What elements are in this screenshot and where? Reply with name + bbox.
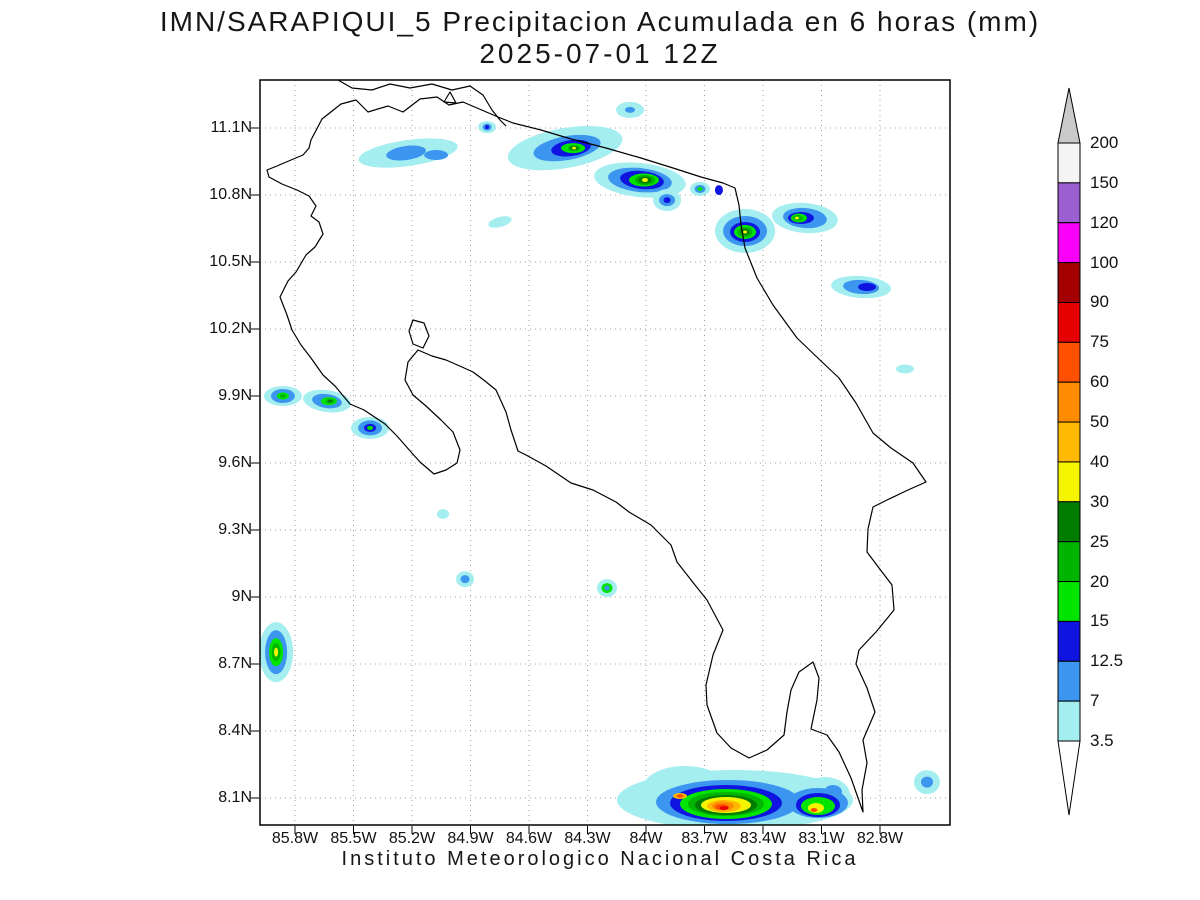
colorbar-tick-label: 40 (1090, 451, 1109, 471)
colorbar-tick-label: 90 (1090, 292, 1109, 312)
coastline-costa-rica (266, 96, 927, 813)
colorbar-band (1057, 301, 1081, 343)
precip-cell-ellipse (460, 575, 470, 584)
precip-cell-ellipse (794, 216, 799, 220)
colorbar (1057, 87, 1081, 816)
colorbar-tick-label: 7 (1090, 691, 1100, 711)
colorbar-band (1057, 142, 1081, 184)
colorbar-tick-label: 25 (1090, 531, 1109, 551)
precip-cell-ellipse (743, 230, 748, 234)
precip-cell-ellipse (625, 106, 636, 113)
island-outline (443, 91, 457, 104)
precip-cell-ellipse (274, 647, 279, 657)
lat-tick-label: 8.1N (218, 788, 252, 806)
colorbar-tick-label: 75 (1090, 332, 1109, 352)
lon-tick-label: 85.5W (330, 830, 377, 847)
precip-cell-ellipse (641, 178, 648, 183)
lagoon-outline (408, 319, 430, 349)
lon-tick-label: 83.4W (739, 830, 787, 847)
precip-cell-ellipse (810, 808, 818, 813)
colorbar-arrow-top (1057, 87, 1081, 144)
precip-cell-ellipse (386, 145, 426, 161)
colorbar-tick-label: 30 (1090, 491, 1109, 511)
precip-cell-ellipse (663, 197, 671, 204)
precip-cell-ellipse (604, 585, 610, 591)
lat-tick-label: 9.9N (218, 386, 252, 404)
plot-frame (259, 79, 951, 826)
lat-tick-label: 9.3N (218, 520, 252, 538)
precip-cell-ellipse (488, 216, 512, 228)
colorbar-band (1057, 660, 1081, 702)
precip-cell-ellipse (367, 425, 374, 430)
precip-cell-ellipse (279, 393, 286, 398)
precip-cell-ellipse (714, 185, 723, 196)
precip-cell-ellipse (920, 776, 933, 788)
colorbar-band (1057, 341, 1081, 383)
precip-cell-ellipse (676, 794, 684, 798)
lat-tick-label: 9.6N (218, 453, 252, 471)
colorbar-band (1057, 381, 1081, 423)
colorbar-band (1057, 700, 1081, 742)
lon-tick-label: 84.6W (505, 830, 553, 847)
colorbar-band (1057, 262, 1081, 303)
colorbar-band (1057, 541, 1081, 583)
lat-tick-label: 10.2N (209, 319, 252, 337)
colorbar-tick-label: 12.5 (1090, 651, 1124, 671)
lon-tick-label: 83.7W (681, 830, 728, 847)
grid-lines (260, 80, 950, 825)
precip-cell-ellipse (327, 399, 332, 403)
colorbar-band (1057, 421, 1081, 463)
colorbar-tick-label: 100 (1090, 252, 1119, 272)
colorbar-band (1057, 222, 1081, 264)
colorbar-band (1057, 501, 1081, 543)
precip-cell-ellipse (424, 150, 449, 161)
precip-cell-ellipse (697, 186, 703, 191)
colorbar-tick-label: 120 (1090, 212, 1119, 232)
lon-tick-label: 84.3W (564, 830, 611, 847)
footer-credit: Instituto Meteorologico Nacional Costa R… (341, 848, 859, 870)
precip-cell-ellipse (437, 509, 450, 520)
colorbar-band (1057, 581, 1081, 622)
precip-cell-ellipse (485, 125, 490, 130)
precip-cell-ellipse (895, 364, 914, 374)
colorbar-band (1057, 620, 1081, 662)
lon-tick-label: 84W (629, 830, 663, 847)
colorbar-band (1057, 182, 1081, 224)
axis-ticks (251, 127, 881, 834)
colorbar-tick-label: 60 (1090, 372, 1109, 392)
lon-tick-label: 85.8W (271, 830, 319, 847)
coastline-layer (266, 80, 927, 813)
precip-cell-ellipse (572, 146, 577, 150)
colorbar-tick-label: 3.5 (1090, 731, 1114, 750)
map-subtitle: 2025-07-01 12Z (479, 38, 721, 69)
colorbar-band (1057, 461, 1081, 503)
lat-tick-label: 11.1N (210, 119, 252, 136)
lat-tick-label: 9N (231, 587, 252, 605)
colorbar-tick-label: 15 (1090, 611, 1109, 631)
colorbar-tick-label: 150 (1090, 172, 1119, 192)
lat-tick-label: 8.7N (218, 654, 252, 672)
lat-tick-label: 8.4N (218, 721, 252, 739)
colorbar-arrow-bottom (1057, 740, 1081, 816)
lon-tick-label: 84.9W (447, 830, 494, 847)
colorbar-tick-label: 20 (1090, 571, 1109, 591)
map-title: IMN/SARAPIQUI_5 Precipitacion Acumulada … (159, 6, 1041, 37)
colorbar-tick-label: 50 (1090, 412, 1109, 432)
precip-cell-ellipse (719, 806, 729, 811)
colorbar-tick-label: 200 (1090, 133, 1119, 152)
precip-cell-ellipse (858, 283, 877, 292)
lon-tick-label: 82.8W (856, 830, 904, 847)
coastline-lake-nicaragua (337, 80, 507, 127)
precipitation-layer (260, 101, 940, 825)
lat-tick-label: 10.8N (209, 185, 252, 203)
lon-tick-label: 85.2W (388, 830, 436, 847)
lat-tick-label: 10.5N (209, 252, 252, 270)
lon-tick-label: 83.1W (798, 830, 845, 847)
